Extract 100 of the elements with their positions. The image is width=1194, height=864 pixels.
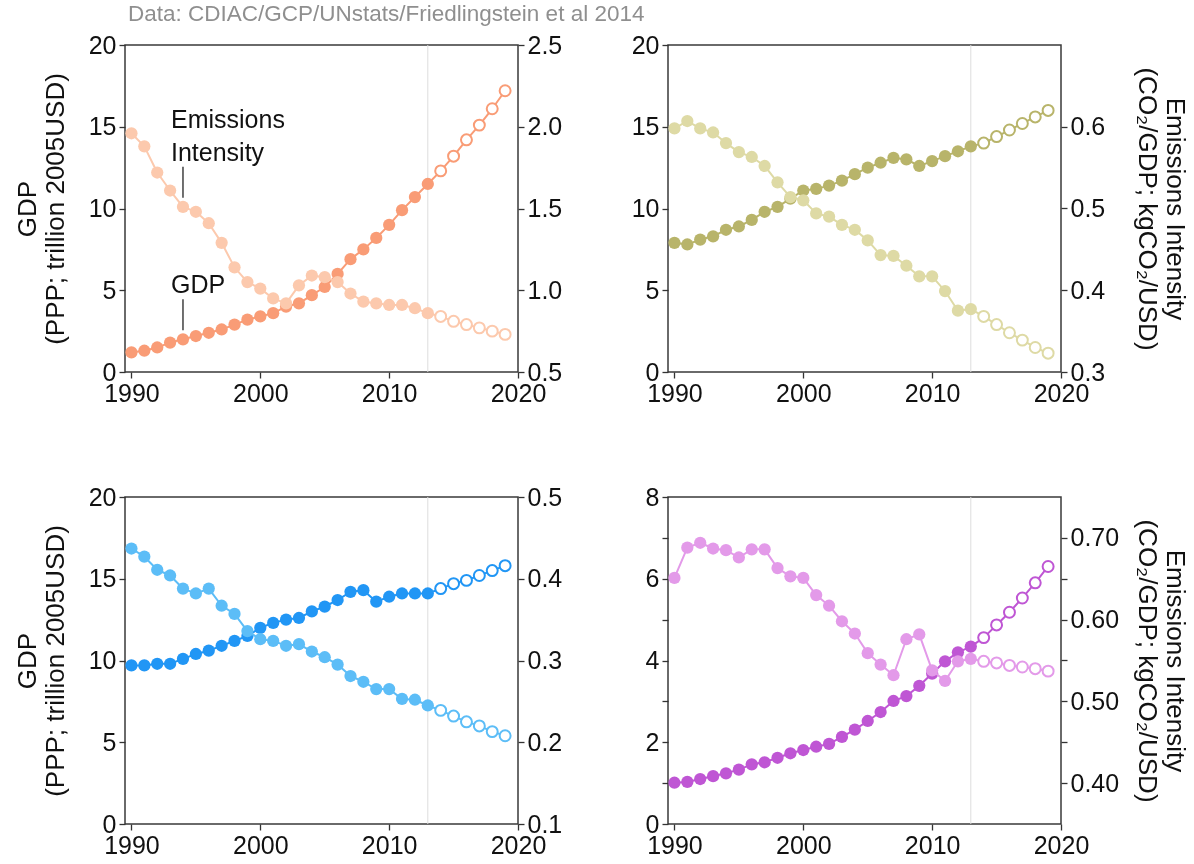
point (732, 551, 745, 564)
point (861, 714, 874, 728)
point (848, 168, 861, 181)
point (357, 584, 370, 597)
point (848, 223, 861, 236)
point (485, 102, 499, 116)
point (125, 127, 138, 140)
point (370, 231, 383, 245)
point (434, 703, 448, 717)
point (421, 177, 434, 191)
point (241, 275, 254, 289)
x-tick-label: 2000 (232, 378, 289, 407)
y2-tick-label: 0.6 (1070, 112, 1106, 141)
point (1028, 110, 1042, 124)
point (900, 259, 913, 272)
point (681, 114, 694, 128)
y-tick-label: 5 (645, 275, 660, 304)
point (305, 605, 318, 618)
point (459, 715, 473, 729)
point (459, 133, 473, 147)
point (357, 243, 370, 256)
y-axis-title: GDP (PPP; trillion 2005USD) (11, 73, 70, 345)
point (964, 140, 977, 153)
point (1041, 560, 1055, 573)
point (176, 333, 190, 346)
point (706, 126, 720, 139)
y2-axis-title: Emissions Intensity (CO₂/GDP; kgCO₂/USD) (1132, 519, 1191, 803)
point (745, 758, 758, 771)
point (344, 287, 357, 300)
point (151, 166, 164, 179)
point (305, 289, 318, 302)
point (810, 588, 823, 602)
point (681, 541, 694, 554)
y-tick-label: 2 (645, 727, 660, 756)
point (485, 725, 499, 739)
point (151, 657, 164, 670)
point (977, 309, 991, 323)
point (215, 639, 228, 652)
y-tick-label: 5 (102, 275, 117, 304)
point (771, 200, 784, 213)
text: Data: CDIAC/GCP/UNstats/Friedlingstein et al 2014 (128, 1, 645, 27)
point (125, 659, 138, 672)
point (267, 307, 280, 320)
point (202, 217, 215, 230)
point (163, 184, 177, 197)
point (395, 587, 409, 600)
point (900, 153, 913, 166)
y-tick-label: 5 (102, 727, 117, 756)
point (694, 536, 707, 549)
point (887, 151, 900, 164)
point (810, 207, 823, 220)
point (745, 213, 758, 227)
point (706, 770, 720, 783)
point (938, 284, 952, 298)
point (215, 236, 228, 249)
point (964, 652, 977, 665)
point (395, 204, 409, 217)
point (719, 136, 733, 150)
point (447, 577, 461, 591)
point (202, 644, 215, 657)
point (732, 145, 745, 159)
point (758, 543, 771, 556)
point (848, 627, 861, 640)
point (305, 645, 318, 658)
point (447, 314, 461, 328)
point (758, 205, 771, 218)
point (383, 298, 396, 312)
point (241, 313, 254, 326)
y2-tick-label: 0.4 (1070, 275, 1106, 304)
point (797, 571, 810, 585)
point (498, 84, 512, 98)
point (874, 248, 887, 262)
point (241, 624, 254, 638)
y2-tick-label: 0.2 (527, 727, 563, 756)
point (1028, 576, 1042, 590)
point (292, 279, 306, 292)
y2-axis-title: Emissions Intensity (CO₂/GDP; kgCO₂/USD) (1132, 67, 1191, 351)
point (874, 156, 887, 169)
point (990, 618, 1004, 632)
point (732, 763, 745, 776)
point (990, 130, 1004, 144)
point (176, 652, 190, 665)
y2-tick-label: 0.5 (1070, 194, 1106, 222)
point (383, 218, 396, 231)
y2-tick-label: 1.5 (527, 194, 563, 222)
y2-tick-label: 0.40 (1070, 768, 1120, 797)
point (810, 740, 823, 753)
point (822, 210, 836, 223)
point (344, 585, 357, 598)
point (189, 587, 202, 600)
point (758, 756, 771, 769)
point (472, 321, 486, 335)
point (668, 236, 681, 249)
point (254, 310, 267, 323)
point (951, 655, 965, 668)
point (1028, 341, 1042, 354)
point (810, 182, 823, 195)
point (797, 743, 810, 757)
point (383, 590, 396, 603)
y2-tick-label: 0.4 (527, 564, 563, 593)
